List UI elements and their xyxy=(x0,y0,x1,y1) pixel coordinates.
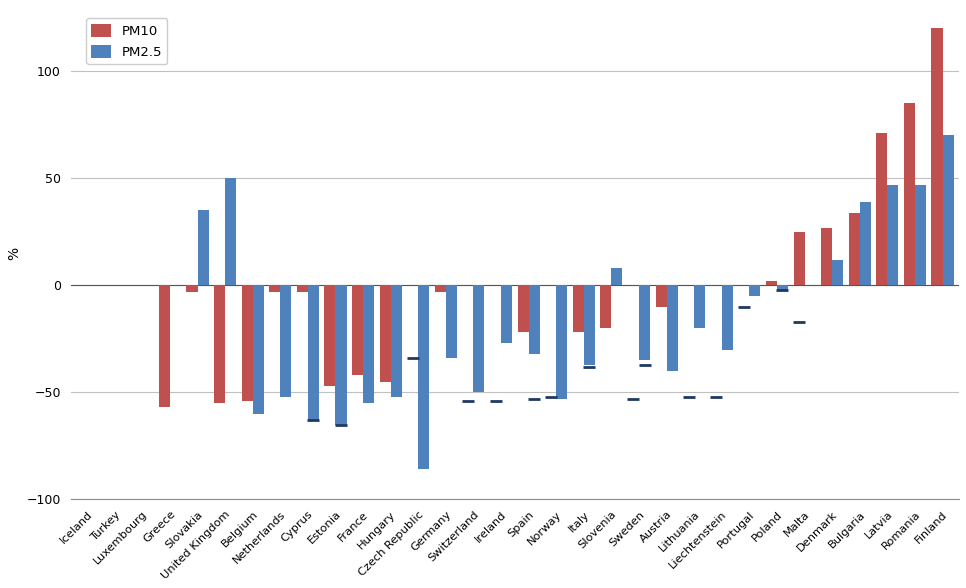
Bar xyxy=(583,285,595,365)
Bar xyxy=(446,285,457,358)
Bar xyxy=(473,285,485,392)
Bar xyxy=(158,285,170,407)
Bar xyxy=(197,211,209,285)
Bar xyxy=(242,285,253,401)
Bar xyxy=(573,285,583,332)
Bar xyxy=(722,285,733,350)
Bar xyxy=(600,285,611,328)
Bar xyxy=(556,285,567,399)
Bar xyxy=(270,285,280,292)
Bar xyxy=(904,103,915,285)
Bar xyxy=(363,285,374,403)
Bar xyxy=(777,285,788,290)
Bar xyxy=(253,285,264,414)
Bar xyxy=(501,285,512,343)
Bar xyxy=(821,228,832,285)
Bar xyxy=(832,260,843,285)
Bar xyxy=(435,285,446,292)
Bar xyxy=(352,285,363,375)
Bar xyxy=(860,202,870,285)
Bar xyxy=(214,285,225,403)
Bar xyxy=(308,285,319,420)
Bar xyxy=(656,285,667,307)
Y-axis label: %: % xyxy=(7,246,21,260)
Bar xyxy=(667,285,677,371)
Bar xyxy=(390,285,402,397)
Bar xyxy=(766,281,777,285)
Bar xyxy=(380,285,390,382)
Bar xyxy=(931,28,943,285)
Bar xyxy=(639,285,650,360)
Bar xyxy=(849,212,860,285)
Bar xyxy=(750,285,760,296)
Bar xyxy=(888,185,898,285)
Bar xyxy=(297,285,308,292)
Bar xyxy=(915,185,926,285)
Bar xyxy=(280,285,292,397)
Bar xyxy=(943,135,953,285)
Bar xyxy=(418,285,429,469)
Bar xyxy=(186,285,197,292)
Bar xyxy=(528,285,540,354)
Bar xyxy=(335,285,347,425)
Bar xyxy=(695,285,705,328)
Bar xyxy=(518,285,528,332)
Bar xyxy=(325,285,335,386)
Bar xyxy=(611,268,622,285)
Legend: PM10, PM2.5: PM10, PM2.5 xyxy=(86,18,167,64)
Bar xyxy=(793,232,805,285)
Bar xyxy=(225,178,236,285)
Bar xyxy=(876,133,888,285)
